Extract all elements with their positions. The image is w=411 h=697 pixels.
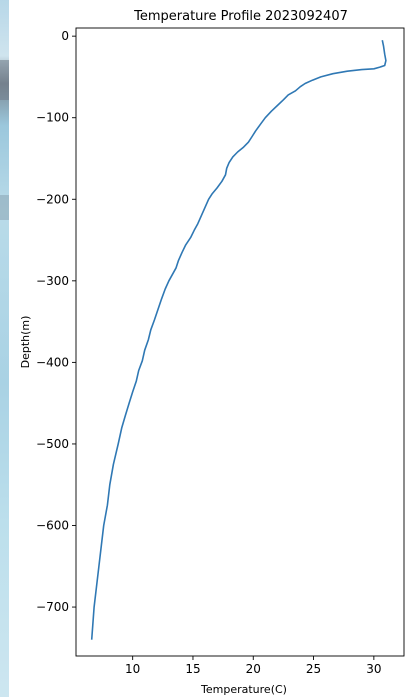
x-tick-label: 15 [185,662,200,676]
y-tick-label: −200 [36,192,69,206]
y-tick-label: −100 [36,111,69,125]
plot-frame [75,27,405,657]
y-tick-label: 0 [61,29,69,43]
background-blotch [0,60,9,100]
chart-title: Temperature Profile 2023092407 [133,9,348,24]
x-tick-label: 30 [366,662,381,676]
x-tick-label: 20 [246,662,261,676]
y-tick-label: −500 [36,437,69,451]
y-axis-label: Depth(m) [19,316,32,369]
y-tick-label: −700 [36,600,69,614]
y-tick-label: −400 [36,355,69,369]
x-tick-label: 25 [306,662,321,676]
plot-layer: 10 15 20 25 30 0 −100 −200 −300 −400 −500 −600 −700 [36,27,405,676]
x-axis-label: Temperature(C) [200,683,287,696]
background-photo-strip [0,0,9,697]
background-blotch [0,195,9,220]
temperature-line [90,40,387,640]
y-tick-label: −300 [36,274,69,288]
y-tick-label: −600 [36,519,69,533]
x-tick-label: 10 [125,662,140,676]
